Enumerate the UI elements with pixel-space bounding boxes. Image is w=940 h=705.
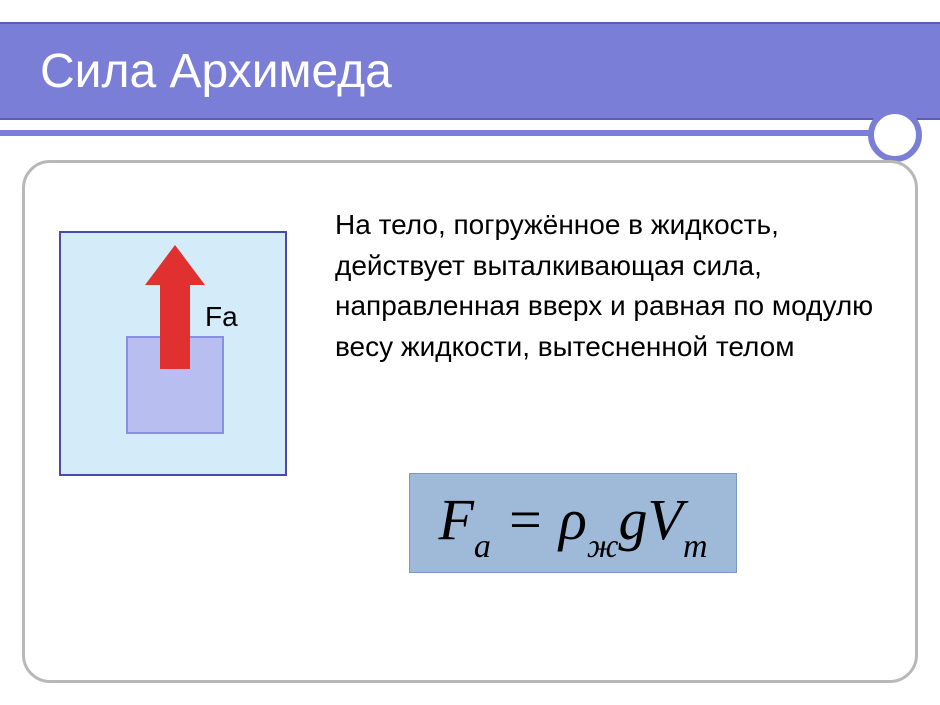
force-label: Fa <box>205 301 238 333</box>
force-arrow-head <box>145 245 205 285</box>
content-frame: Fa На тело, погружённое в жидкость, дейс… <box>22 160 918 683</box>
formula-box: Fa = ρжgVт <box>409 473 737 573</box>
formula-F-sub: a <box>474 528 491 565</box>
formula-V: V <box>648 487 683 552</box>
body-paragraph: На тело, погружённое в жидкость, действу… <box>335 205 885 367</box>
formula-expression: Fa = ρжgVт <box>438 486 707 561</box>
formula-rho: ρ <box>559 487 587 552</box>
formula-g: g <box>619 487 648 552</box>
formula-eq: = <box>491 487 559 552</box>
formula-F: F <box>438 487 473 552</box>
force-arrow-body <box>160 279 190 369</box>
diagram-liquid-box: Fa <box>59 231 287 476</box>
decorative-circle <box>868 108 922 162</box>
slide-title: Сила Архимеда <box>40 44 392 99</box>
decorative-bar <box>0 130 890 136</box>
formula-rho-sub: ж <box>587 528 619 565</box>
formula-V-sub: т <box>683 528 708 565</box>
title-bar: Сила Архимеда <box>0 22 940 120</box>
